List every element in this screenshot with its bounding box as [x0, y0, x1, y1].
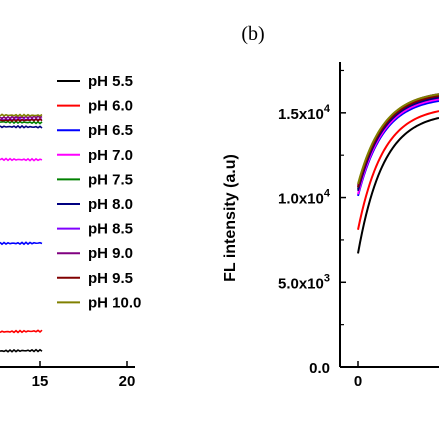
panel-b-series-ph-9-5	[357, 94, 439, 188]
panel-b-series-lines	[357, 93, 439, 254]
panel-a-series-ph-6-0	[0, 329, 43, 334]
panel-a-series-ph-9-0	[0, 115, 43, 120]
legend-label-ph-9-5: pH 9.5	[88, 270, 133, 287]
legend-label-ph-6-0: pH 6.0	[88, 98, 133, 115]
panel-b-y-ticks: 0.0 5.0x103 1.0x104 1.5x104	[278, 69, 346, 377]
legend-label-ph-9-0: pH 9.0	[88, 245, 133, 262]
panel-a-legend: pH 5.5 pH 6.0 pH 6.5 pH 7.0 pH 7.5 pH 8.0 pH 8…	[57, 73, 141, 311]
panel-b-y-axis-title: FL intensity (a.u)	[222, 154, 239, 282]
panel-b-x-ticks: 0	[354, 361, 362, 390]
panel-b-x-tick-label: 0	[354, 373, 362, 390]
panel-b-series-ph-10-0	[357, 93, 439, 185]
panel-a-series-ph-9-5	[0, 117, 43, 123]
panel-b-y-tick-label: 1.0x104	[278, 188, 331, 208]
panel-b-series-ph-7-0	[357, 98, 439, 195]
legend-label-ph-8-5: pH 8.5	[88, 221, 133, 238]
legend-label-ph-7-0: pH 7.0	[88, 147, 133, 164]
panel-a-series-ph-7-5	[0, 120, 43, 125]
legend-label-ph-10-0: pH 10.0	[88, 294, 141, 311]
panel-a-series-ph-7-0	[0, 157, 43, 162]
panel-a-x-tick-label: 15	[32, 373, 49, 390]
panel-a-series-ph-6-5	[0, 241, 43, 246]
panel-b-y-tick-label: 1.5x104	[278, 103, 331, 123]
panel-a: 15 20 pH 5.5pH 6.0pH 6.5pH 7.0pH 7.5pH 8.…	[0, 73, 141, 390]
panel-a-series-lines	[0, 113, 43, 353]
panel-label: (b)	[241, 23, 264, 45]
legend-label-ph-8-0: pH 8.0	[88, 196, 133, 213]
panel-b-series-ph-8-0	[357, 96, 439, 192]
panel-b-series-ph-6-0	[357, 110, 439, 230]
legend-label-ph-7-5: pH 7.5	[88, 171, 133, 188]
panel-b-y-tick-label: 0.0	[309, 360, 330, 377]
panel-b-series-ph-5-5	[357, 116, 439, 254]
panel-a-series-ph-8-0	[0, 124, 43, 129]
panel-a-x-tick-label: 20	[119, 373, 136, 390]
panel-b: (b) FL intensity (a.u) 0.0 5.0x103 1.0x104…	[222, 23, 439, 390]
legend-label-ph-5-5: pH 5.5	[88, 73, 133, 90]
panel-b-y-tick-label: 5.0x103	[278, 272, 330, 292]
panel-a-x-ticks: 15 20	[32, 361, 136, 390]
legend-label-ph-6-5: pH 6.5	[88, 122, 133, 139]
panel-a-series-ph-5-5	[0, 348, 43, 353]
panel-a-series-ph-10-0	[0, 113, 43, 118]
